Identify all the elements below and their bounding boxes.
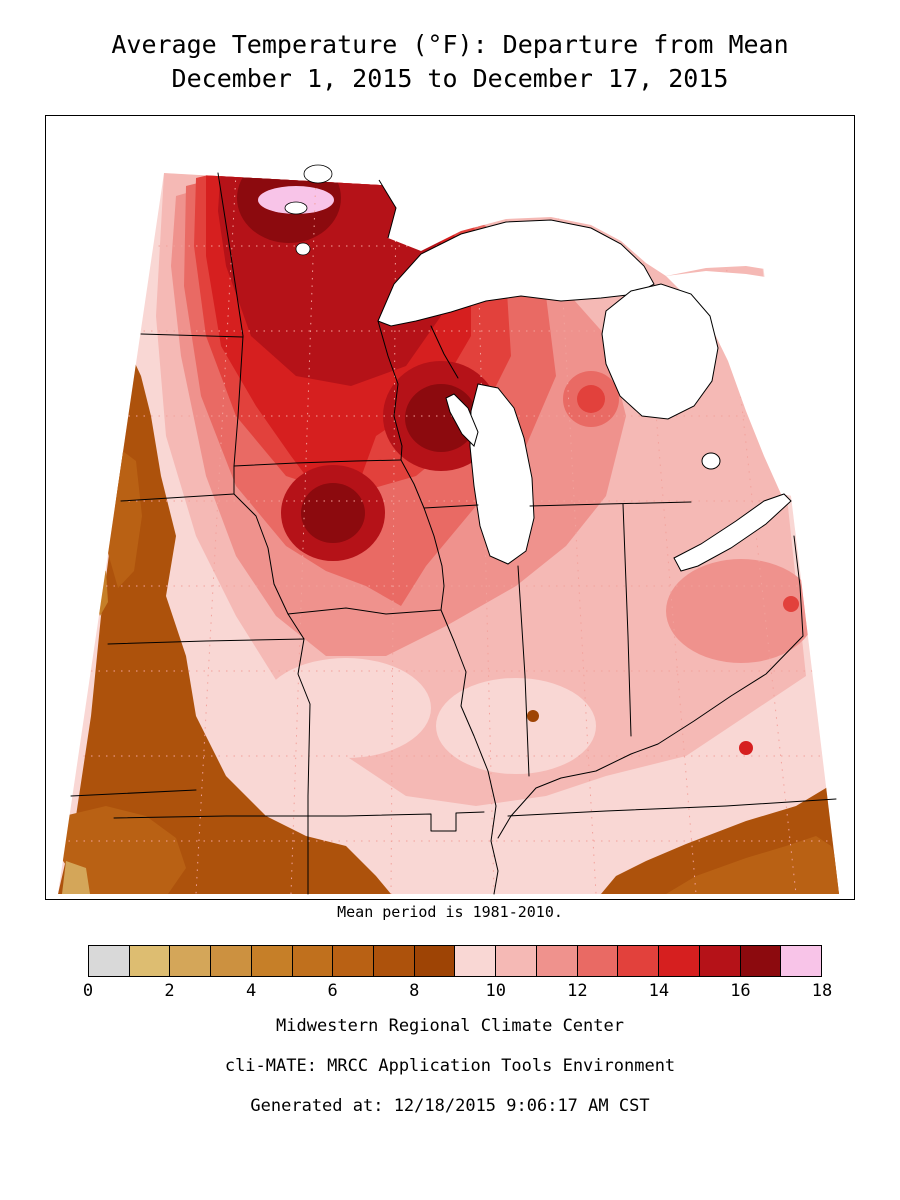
colorbar-segment [535, 946, 577, 976]
colorbar-tick-label: 14 [648, 981, 670, 1001]
colorbar-segment [495, 946, 536, 976]
green-bay [445, 393, 479, 447]
colorbar-tick-label: 16 [730, 981, 751, 1001]
water-bodies [284, 116, 852, 572]
red-lake [284, 201, 308, 215]
colorbar-tick-label: 2 [164, 981, 175, 1001]
international-border [378, 179, 397, 239]
lake-superior [377, 219, 655, 327]
colorbar-tick-label: 0 [82, 981, 94, 1001]
contour-region [58, 361, 391, 894]
page-title: Average Temperature (°F): Departure from… [0, 28, 900, 96]
mille-lacs-lake [295, 242, 311, 256]
lake-erie [673, 493, 792, 572]
lake-st-clair [701, 452, 721, 470]
lake-michigan [469, 383, 535, 565]
colorbar-tick-label: 10 [485, 981, 507, 1001]
colorbar-segment [454, 946, 496, 976]
contour-region [527, 710, 539, 722]
contour-region [62, 861, 90, 894]
contour-region [783, 596, 799, 612]
colorbar-tick-label: 4 [245, 981, 257, 1001]
colorbar-segment [576, 946, 618, 976]
lake-of-the-woods [303, 164, 333, 184]
colorbar-segment [332, 946, 374, 976]
colorbar-segment [658, 946, 699, 976]
lake-huron [601, 283, 719, 420]
footer: Midwestern Regional Climate Center cli-M… [0, 1016, 900, 1136]
contour-region [577, 385, 605, 413]
colorbar [88, 945, 822, 977]
colorbar-segment [169, 946, 211, 976]
page-title-line1: Average Temperature (°F): Departure from… [111, 30, 789, 59]
colorbar-segment [698, 946, 740, 976]
colorbar-segment [250, 946, 292, 976]
colorbar-segment [89, 946, 129, 976]
map-frame [45, 115, 855, 900]
footer-generated: Generated at: 12/18/2015 9:06:17 AM CST [250, 1096, 650, 1116]
colorbar-tick-label: 8 [409, 981, 420, 1001]
colorbar-tick-label: 12 [567, 981, 588, 1001]
map-svg [58, 116, 852, 895]
colorbar-segment [780, 946, 821, 976]
footer-app: cli-MATE: MRCC Application Tools Environ… [224, 1056, 676, 1076]
footer-org: Midwestern Regional Climate Center [276, 1016, 624, 1036]
colorbar-tick-label: 6 [327, 981, 338, 1001]
contour-region [739, 741, 753, 755]
contour-region [261, 658, 431, 758]
contour-region [666, 836, 839, 894]
boundary-lines [70, 172, 837, 895]
colorbar-segment [291, 946, 333, 976]
colorbar-segment [373, 946, 414, 976]
contour-region [61, 806, 186, 894]
colorbar-segment [128, 946, 170, 976]
contour-region [666, 559, 816, 663]
colorbar-segment [413, 946, 455, 976]
colorbar-segment [210, 946, 251, 976]
map-caption: Mean period is 1981-2010. [337, 903, 563, 921]
contour-region [258, 186, 334, 214]
colorbar-segment [739, 946, 781, 976]
colorbar-segment [617, 946, 659, 976]
canada-mask-north [376, 116, 852, 284]
page-title-line2: December 1, 2015 to December 17, 2015 [171, 64, 729, 93]
colorbar-tick-label: 18 [811, 981, 833, 1001]
contour-region [301, 483, 365, 543]
colorbar-ticks: 0 2 4 6 8 10 12 14 16 18 [83, 981, 832, 1003]
colorbar-segments [89, 946, 821, 976]
contour-region [436, 678, 596, 774]
contour-region [826, 616, 839, 756]
